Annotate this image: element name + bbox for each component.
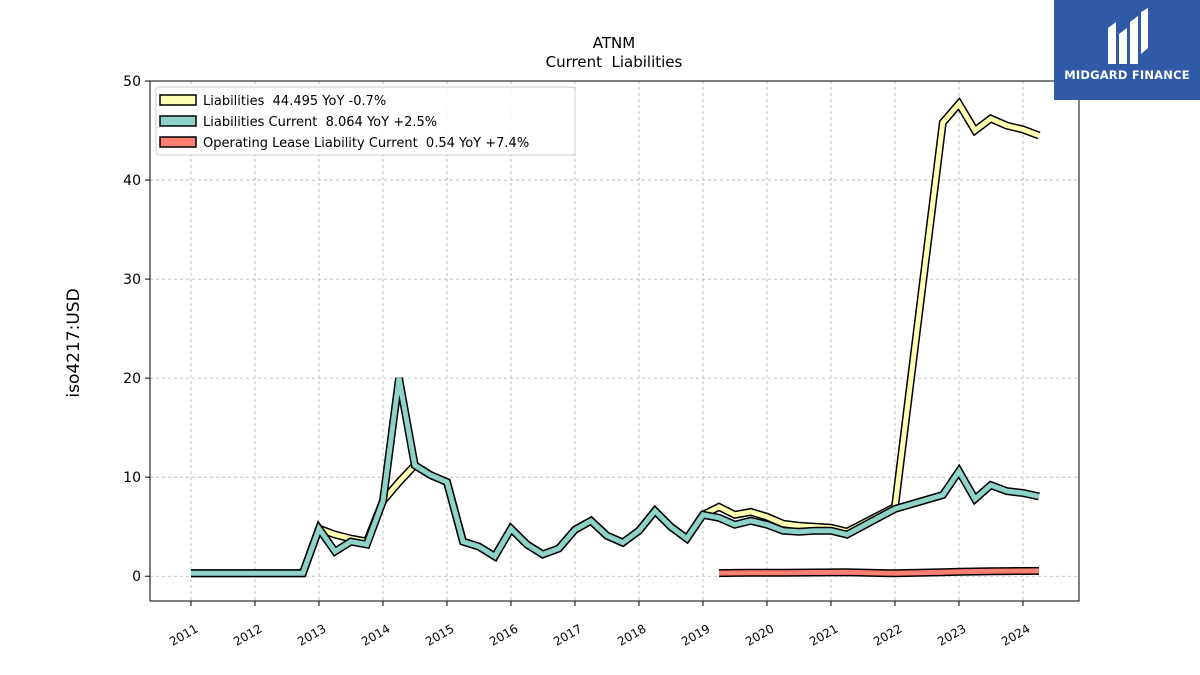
x-tick-label: 2012: [231, 621, 264, 648]
legend-swatch: [159, 94, 197, 106]
x-tick-label: 2020: [743, 621, 776, 648]
y-tick-label: 0: [132, 569, 141, 585]
series-outline: [191, 377, 1040, 578]
x-tick-label: 2016: [487, 621, 520, 648]
x-tick-label: 2011: [167, 621, 200, 648]
series-line: [718, 568, 1040, 576]
legend: Liabilities 44.495 YoY -0.7% Liabilities …: [155, 86, 576, 156]
x-tick-label: 2018: [615, 621, 648, 648]
y-axis-label: iso4217:USD: [64, 288, 84, 397]
x-tick-label: 2015: [423, 621, 456, 648]
y-tick-label: 10: [123, 470, 141, 486]
series-layer: [191, 96, 1041, 578]
y-tick-label: 50: [123, 74, 141, 90]
legend-swatch: [159, 115, 197, 127]
x-tick-label: 2017: [551, 621, 584, 648]
x-tick-label: 2022: [871, 621, 904, 648]
x-tick-label: 2014: [359, 621, 392, 648]
series-liabilities-current: [191, 377, 1040, 578]
brand-logo: MIDGARD FINANCE: [1054, 0, 1200, 100]
legend-entry: Liabilities Current 8.064 YoY +2.5%: [203, 115, 437, 130]
midgard-logo-icon: [1108, 8, 1148, 64]
y-tick-label: 40: [123, 173, 141, 189]
y-tick-label: 30: [123, 272, 141, 288]
x-tick-label: 2024: [999, 621, 1032, 648]
plot-frame: [149, 80, 1080, 602]
legend-entry: Operating Lease Liability Current 0.54 Y…: [203, 136, 529, 151]
series-line: [191, 377, 1040, 576]
chart-title: ATNM: [593, 34, 635, 52]
series-operating-lease-liability-current: [718, 566, 1040, 578]
logo-text: MIDGARD FINANCE: [1064, 68, 1190, 82]
y-axis: 0 10 20 30 40 50: [123, 74, 150, 585]
legend-box: [155, 86, 576, 156]
legend-entry: Liabilities 44.495 YoY -0.7%: [203, 94, 386, 109]
x-axis: 2011 2012 2013 2014 2015 2016 2017 2018 2019 2020…: [167, 601, 1033, 649]
x-tick-label: 2021: [807, 621, 840, 648]
chart-subtitle: Current Liabilities: [546, 53, 683, 71]
y-tick-label: 20: [123, 371, 141, 387]
legend-swatch: [159, 136, 197, 148]
x-tick-label: 2023: [935, 621, 968, 648]
x-tick-label: 2019: [679, 621, 712, 648]
x-tick-label: 2013: [295, 621, 328, 648]
